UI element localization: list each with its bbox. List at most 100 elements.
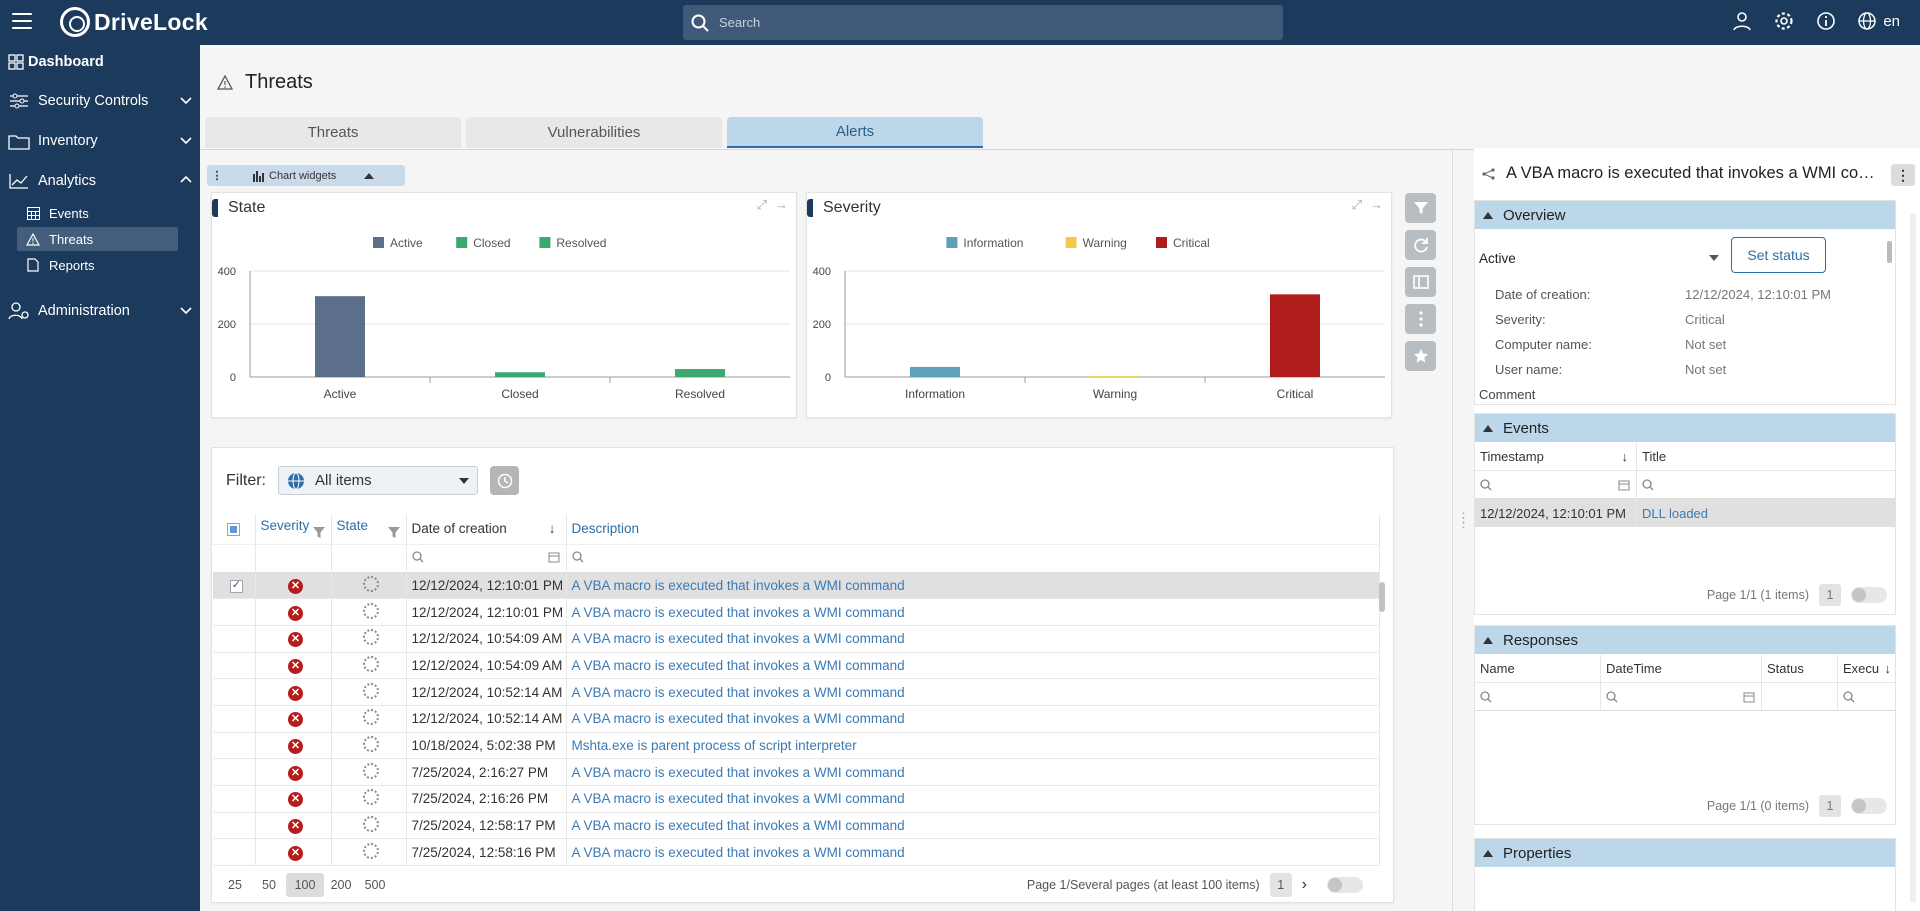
pane-splitter[interactable] xyxy=(1452,148,1453,911)
column-header-state[interactable]: State xyxy=(331,514,407,545)
name-filter-cell[interactable] xyxy=(1475,683,1601,710)
user-icon[interactable] xyxy=(1731,10,1753,32)
column-header-description[interactable]: Description xyxy=(566,514,1380,545)
row-select-cell[interactable] xyxy=(213,678,256,706)
description-cell[interactable]: A VBA macro is executed that invokes a W… xyxy=(566,652,1380,680)
select-all-checkbox[interactable] xyxy=(227,523,241,537)
datetime-filter-cell[interactable] xyxy=(1601,683,1762,710)
page-size-option[interactable]: 500 xyxy=(364,878,386,892)
tab-alerts[interactable]: Alerts xyxy=(727,117,983,148)
search-bar[interactable] xyxy=(683,5,1283,40)
column-header-date[interactable]: Date of creation ↓ xyxy=(406,514,567,545)
page-size-option[interactable]: 100 xyxy=(286,873,324,897)
search-input[interactable] xyxy=(719,15,1259,30)
scrollbar-thumb[interactable] xyxy=(1379,582,1385,612)
timestamp-filter-cell[interactable] xyxy=(1475,471,1637,498)
toggle-switch[interactable] xyxy=(1851,587,1887,603)
sort-descending-icon[interactable]: ↓ xyxy=(548,521,556,537)
row-select-cell[interactable] xyxy=(213,705,256,733)
expand-icon[interactable]: ⤢ xyxy=(1351,197,1362,212)
description-cell[interactable]: A VBA macro is executed that invokes a W… xyxy=(566,705,1380,733)
page-number[interactable]: 1 xyxy=(1269,873,1292,897)
filter-button[interactable] xyxy=(1405,193,1436,223)
calendar-icon[interactable] xyxy=(1743,691,1755,703)
table-row[interactable]: ✕ 12/12/2024, 10:54:09 AM A VBA macro is e… xyxy=(213,625,1380,653)
description-cell[interactable]: A VBA macro is executed that invokes a W… xyxy=(566,838,1380,867)
events-header[interactable]: Events xyxy=(1475,414,1895,442)
column-header-timestamp[interactable]: Timestamp ↓ xyxy=(1475,443,1637,470)
menu-icon[interactable] xyxy=(12,13,32,31)
grid-scrollbar[interactable] xyxy=(1379,574,1385,859)
overview-scrollbar[interactable] xyxy=(1885,237,1893,277)
row-select-cell[interactable] xyxy=(213,812,256,840)
row-select-cell[interactable] xyxy=(213,732,256,760)
select-all-cell[interactable] xyxy=(213,514,256,545)
row-select-cell[interactable] xyxy=(213,652,256,680)
table-row[interactable]: ✕ 12/12/2024, 12:10:01 PMA VBA macro is e… xyxy=(213,572,1380,600)
arrow-right-icon[interactable]: → xyxy=(1370,197,1383,212)
table-row[interactable]: ✕ 7/25/2024, 2:16:26 PM A VBA macro is exe… xyxy=(213,785,1380,813)
executed-filter-cell[interactable] xyxy=(1838,683,1895,710)
next-page-icon[interactable]: › xyxy=(1301,876,1307,893)
filter-icon[interactable] xyxy=(312,527,325,539)
status-filter-cell[interactable] xyxy=(1762,683,1838,710)
tab-vulnerabilities[interactable]: Vulnerabilities xyxy=(466,117,722,148)
table-row[interactable]: 12/12/2024, 12:10:01 PM DLL loaded xyxy=(1475,499,1895,527)
page-number[interactable]: 1 xyxy=(1819,584,1841,606)
description-cell[interactable]: A VBA macro is executed that invokes a W… xyxy=(566,598,1380,626)
row-select-cell[interactable] xyxy=(213,785,256,813)
page-size-option[interactable]: 50 xyxy=(262,878,276,892)
row-select-cell[interactable] xyxy=(213,572,256,600)
toggle-switch[interactable] xyxy=(1851,798,1887,814)
table-row[interactable]: ✕ 10/18/2024, 5:02:38 PM Mshta.exe is pare… xyxy=(213,732,1380,760)
page-number[interactable]: 1 xyxy=(1819,795,1841,817)
table-row[interactable]: ✕ 7/25/2024, 2:16:27 PM A VBA macro is exe… xyxy=(213,758,1380,786)
detail-scrollbar[interactable] xyxy=(1910,213,1918,903)
gear-icon[interactable] xyxy=(1773,10,1795,32)
sort-descending-icon[interactable]: ↓ xyxy=(1884,661,1892,676)
date-filter-cell[interactable] xyxy=(406,544,567,573)
splitter-handle[interactable]: ⋮ ⋮ xyxy=(1457,510,1470,530)
chart-widgets-button[interactable]: ⋮ Chart widgets xyxy=(207,165,405,186)
tab-threats[interactable]: Threats xyxy=(205,117,461,148)
calendar-icon[interactable] xyxy=(1618,479,1630,491)
time-filter-button[interactable] xyxy=(490,466,519,495)
column-header-datetime[interactable]: DateTime xyxy=(1601,655,1762,682)
table-row[interactable]: ✕ 7/25/2024, 12:58:16 PM A VBA macro is ex… xyxy=(213,838,1380,867)
sidebar-item-reports[interactable]: Reports xyxy=(17,253,178,277)
more-vertical-icon[interactable]: ⋮ xyxy=(1891,164,1915,186)
column-header-name[interactable]: Name xyxy=(1475,655,1601,682)
filter-icon[interactable] xyxy=(387,527,400,539)
column-header-severity[interactable]: Severity xyxy=(255,514,332,545)
description-cell[interactable]: A VBA macro is executed that invokes a W… xyxy=(566,785,1380,813)
app-logo[interactable]: DriveLock xyxy=(60,7,208,37)
column-header-status[interactable]: Status xyxy=(1762,655,1838,682)
description-cell[interactable]: A VBA macro is executed that invokes a W… xyxy=(566,625,1380,653)
description-cell[interactable]: A VBA macro is executed that invokes a W… xyxy=(566,678,1380,706)
row-select-cell[interactable] xyxy=(213,598,256,626)
sidebar-item-events[interactable]: Events xyxy=(17,201,178,225)
sidebar-item-analytics[interactable]: Analytics xyxy=(0,167,200,195)
sidebar-item-administration[interactable]: Administration xyxy=(0,297,200,325)
overview-header[interactable]: Overview xyxy=(1475,201,1895,229)
event-title[interactable]: DLL loaded xyxy=(1642,505,1709,521)
sidebar-item-dashboard[interactable]: Dashboard xyxy=(0,48,200,76)
row-select-cell[interactable] xyxy=(213,625,256,653)
column-header-executed[interactable]: Execu ↓ xyxy=(1838,655,1895,682)
calendar-icon[interactable] xyxy=(548,551,560,563)
table-row[interactable]: ✕ 12/12/2024, 10:52:14 AM A VBA macro is e… xyxy=(213,705,1380,733)
arrow-right-icon[interactable]: → xyxy=(775,197,788,212)
page-size-option[interactable]: 200 xyxy=(330,878,352,892)
responses-header[interactable]: Responses xyxy=(1475,626,1895,654)
properties-header[interactable]: Properties xyxy=(1475,839,1895,867)
row-select-cell[interactable] xyxy=(213,838,256,867)
auto-refresh-toggle[interactable] xyxy=(1327,877,1363,893)
sidebar-item-inventory[interactable]: Inventory xyxy=(0,127,200,155)
layout-button[interactable] xyxy=(1405,267,1436,297)
more-button[interactable] xyxy=(1405,304,1436,334)
info-icon[interactable] xyxy=(1815,10,1837,32)
set-status-button[interactable]: Set status xyxy=(1731,237,1826,273)
title-filter-cell[interactable] xyxy=(1637,471,1895,498)
column-header-title[interactable]: Title xyxy=(1637,443,1895,470)
